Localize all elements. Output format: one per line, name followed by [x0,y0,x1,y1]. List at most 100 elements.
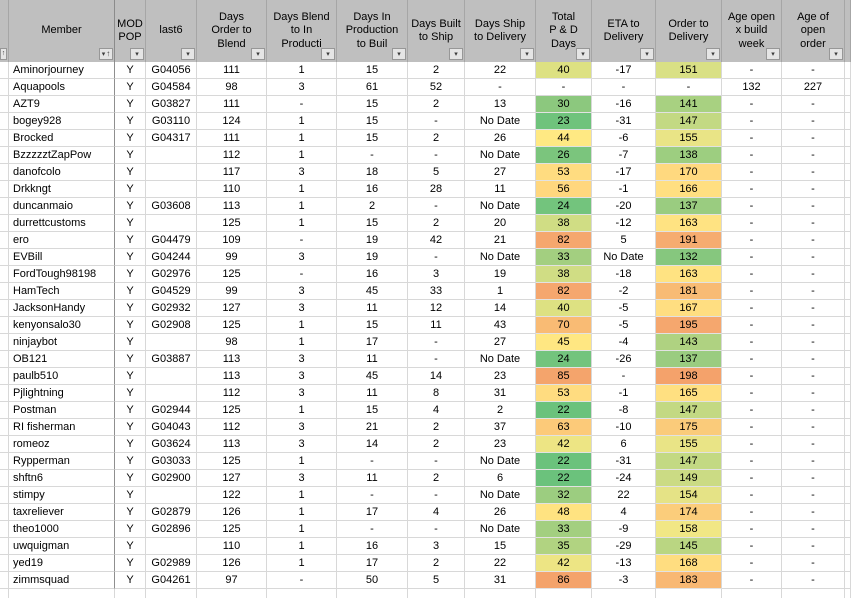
cell-order_to_blend[interactable]: 98 [197,334,267,351]
cell-production_to_build[interactable]: - [337,147,408,164]
cell-mod[interactable]: Y [115,436,146,453]
cell-production_to_build[interactable]: 11 [337,351,408,368]
cell-order_to_delivery[interactable]: 158 [656,521,722,538]
cell-member[interactable]: shftn6 [9,470,115,487]
cell-ship_to_delivery[interactable]: 26 [465,130,536,147]
column-header-days_order_to_blend[interactable]: Days Order to Blend ▾ [197,0,267,62]
cell-total[interactable]: 42 [536,555,592,572]
cell-mod[interactable]: Y [115,300,146,317]
cell-order_to_blend[interactable]: 112 [197,419,267,436]
cell-ship_to_delivery[interactable]: 21 [465,232,536,249]
cell-eta[interactable]: -18 [592,266,656,283]
cell-ship_to_delivery[interactable]: No Date [465,147,536,164]
cell-age_order[interactable]: - [782,62,845,79]
cell-eta[interactable]: -5 [592,317,656,334]
cell-mod[interactable]: Y [115,470,146,487]
column-header-mod_pop[interactable]: MOD POP ▾ [115,0,146,62]
cell-last6[interactable]: G04529 [146,283,197,300]
column-header-days_built_to_ship[interactable]: Days Built to Ship ▾ [408,0,465,62]
cell-ship_to_delivery[interactable]: 27 [465,334,536,351]
cell-production_to_build[interactable]: 19 [337,249,408,266]
cell-member[interactable]: Pjlightning [9,385,115,402]
cell-age_order[interactable]: - [782,249,845,266]
cell-member[interactable]: Brocked [9,130,115,147]
cell-total[interactable]: 22 [536,402,592,419]
cell-order_to_delivery[interactable]: 165 [656,385,722,402]
cell-blend_to_production[interactable]: 3 [267,164,337,181]
cell-built_to_ship[interactable]: - [408,198,465,215]
cell-blend_to_production[interactable]: 3 [267,283,337,300]
cell-member[interactable]: theo1000 [9,521,115,538]
cell-mod[interactable]: Y [115,130,146,147]
cell-built_to_ship[interactable]: 42 [408,232,465,249]
cell-order_to_delivery[interactable]: 167 [656,300,722,317]
cell-age_order[interactable]: - [782,470,845,487]
cell-order_to_blend[interactable]: 125 [197,453,267,470]
cell-last6[interactable] [146,487,197,504]
cell-order_to_delivery[interactable]: 143 [656,334,722,351]
cell-total[interactable]: 85 [536,368,592,385]
cell-eta[interactable]: -2 [592,283,656,300]
cell-member[interactable]: OB121 [9,351,115,368]
cell-total[interactable]: - [536,79,592,96]
cell-member[interactable]: stimpy [9,487,115,504]
cell-production_to_build[interactable]: 15 [337,62,408,79]
cell-member[interactable]: Aquapools [9,79,115,96]
cell-ship_to_delivery[interactable]: 23 [465,368,536,385]
cell-built_to_ship[interactable]: - [408,147,465,164]
cell-ship_to_delivery[interactable]: No Date [465,453,536,470]
cell-eta[interactable]: -6 [592,130,656,147]
cell-order_to_delivery[interactable]: 137 [656,198,722,215]
cell-order_to_blend[interactable]: 99 [197,283,267,300]
cell-total[interactable]: 35 [536,538,592,555]
cell-eta[interactable]: -16 [592,96,656,113]
cell-last6[interactable]: G02896 [146,521,197,538]
cell-order_to_blend[interactable]: 126 [197,555,267,572]
cell-order_to_blend[interactable]: 112 [197,147,267,164]
cell-eta[interactable]: -10 [592,419,656,436]
cell-built_to_ship[interactable]: - [408,351,465,368]
filter-button-order_to_delivery[interactable]: ▾ [706,48,720,60]
cell-order_to_blend[interactable]: 126 [197,504,267,521]
cell-eta[interactable]: -3 [592,572,656,589]
cell-built_to_ship[interactable]: - [408,487,465,504]
filter-button-total_p_and_d_days[interactable]: ▾ [576,48,590,60]
cell-blend_to_production[interactable]: 1 [267,181,337,198]
cell-built_to_ship[interactable]: 28 [408,181,465,198]
column-header-days_ship_to_delivery[interactable]: Days Ship to Delivery ▾ [465,0,536,62]
cell-eta[interactable]: -9 [592,521,656,538]
cell-age_order[interactable]: - [782,215,845,232]
cell-built_to_ship[interactable]: 11 [408,317,465,334]
cell-eta[interactable]: -17 [592,164,656,181]
filter-button-days_ship_to_delivery[interactable]: ▾ [520,48,534,60]
cell-eta[interactable]: 22 [592,487,656,504]
cell-mod[interactable]: Y [115,351,146,368]
cell-age_order[interactable]: - [782,232,845,249]
column-header-age_of_open_order[interactable]: Age of open order ▾ [782,0,845,62]
cell-production_to_build[interactable]: 2 [337,198,408,215]
cell-last6[interactable]: G04244 [146,249,197,266]
cell-member[interactable]: Aminorjourney [9,62,115,79]
cell-age_order[interactable]: - [782,521,845,538]
cell-blend_to_production[interactable]: 1 [267,521,337,538]
cell-order_to_blend[interactable]: 111 [197,96,267,113]
cell-blend_to_production[interactable]: 3 [267,300,337,317]
cell-eta[interactable]: 6 [592,436,656,453]
filter-button-last6[interactable]: ▾ [181,48,195,60]
cell-production_to_build[interactable]: 18 [337,164,408,181]
cell-member[interactable]: uwquigman [9,538,115,555]
cell-production_to_build[interactable]: 17 [337,334,408,351]
cell-last6[interactable]: G02908 [146,317,197,334]
cell-mod[interactable]: Y [115,198,146,215]
cell-order_to_blend[interactable]: 99 [197,249,267,266]
cell-member[interactable]: Rypperman [9,453,115,470]
cell-ship_to_delivery[interactable]: No Date [465,249,536,266]
cell-order_to_delivery[interactable]: 163 [656,266,722,283]
cell-order_to_delivery[interactable]: 149 [656,470,722,487]
filter-button-eta_to_delivery[interactable]: ▾ [640,48,654,60]
cell-order_to_delivery[interactable]: 198 [656,368,722,385]
cell-blend_to_production[interactable]: 1 [267,487,337,504]
cell-production_to_build[interactable]: 17 [337,555,408,572]
cell-order_to_delivery[interactable]: 154 [656,487,722,504]
cell-last6[interactable] [146,334,197,351]
